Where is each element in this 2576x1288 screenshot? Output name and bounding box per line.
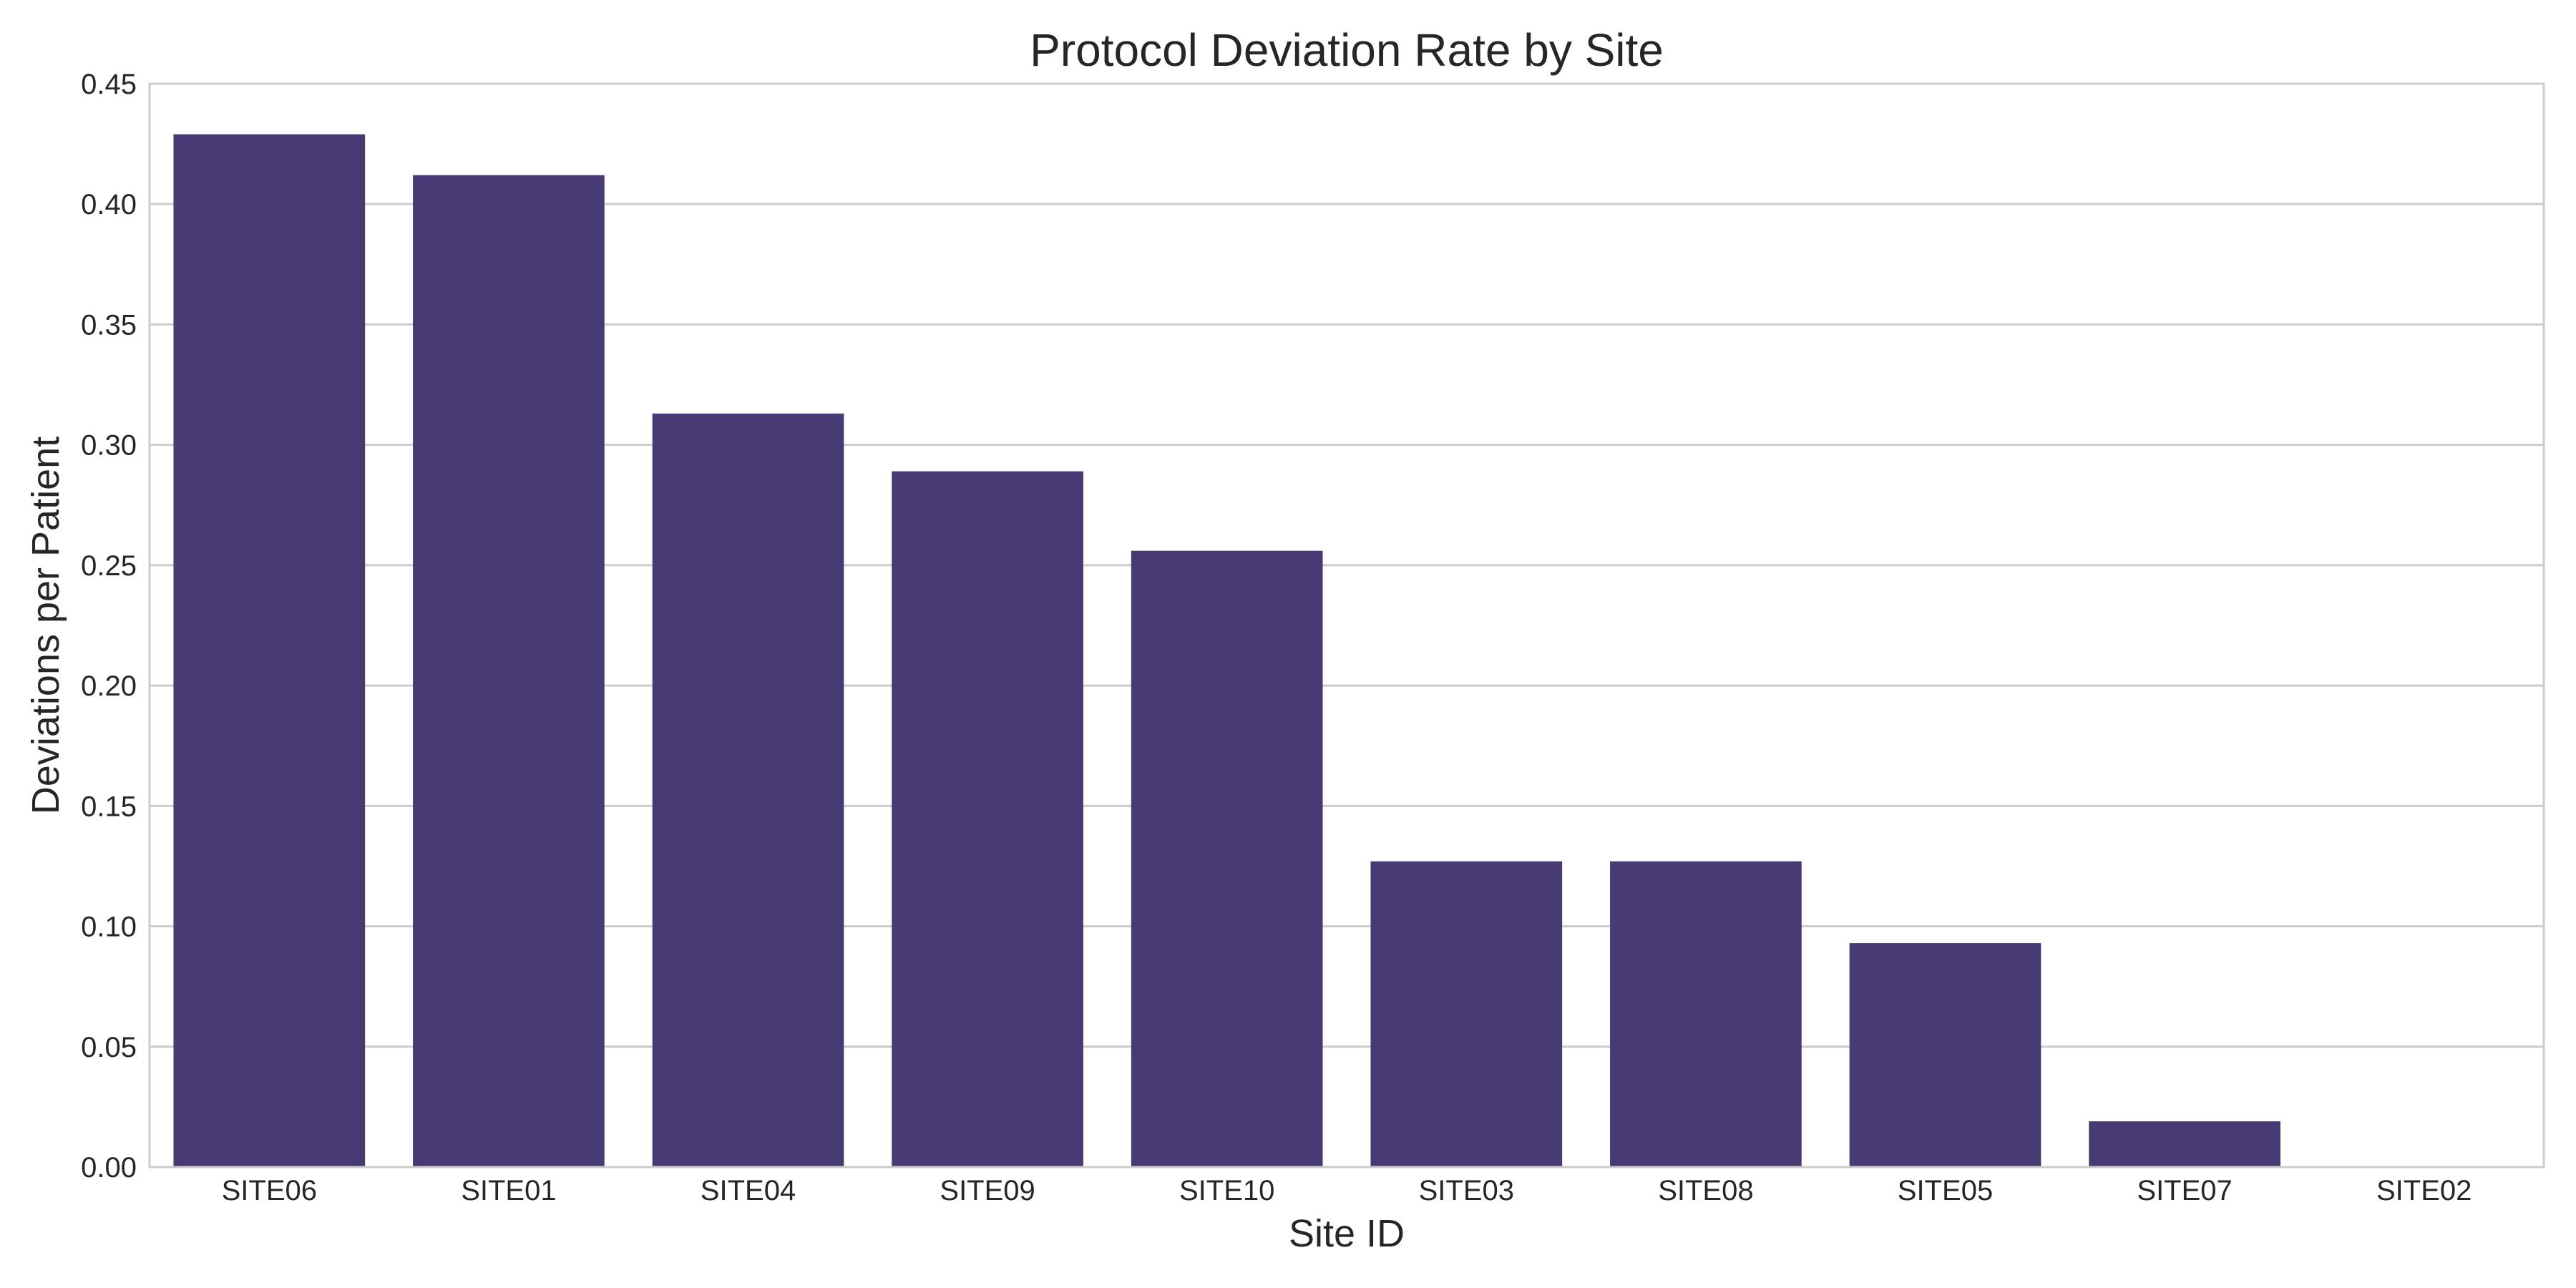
x-axis-label: Site ID xyxy=(1289,1212,1405,1255)
bars xyxy=(173,134,2280,1168)
x-tick-label: SITE06 xyxy=(222,1175,317,1206)
y-tick-label: 0.20 xyxy=(81,670,137,702)
x-tick-labels: SITE06 SITE01 SITE04 SITE09 SITE10 SITE03 SITE… xyxy=(222,1175,2472,1206)
x-tick-label: SITE10 xyxy=(1179,1175,1274,1206)
x-tick-label: SITE04 xyxy=(701,1175,796,1206)
x-tick-label: SITE05 xyxy=(1898,1175,1993,1206)
x-tick-label: SITE02 xyxy=(2376,1175,2472,1206)
bar xyxy=(1849,943,2041,1167)
y-tick-label: 0.35 xyxy=(81,309,137,341)
plot-frame xyxy=(148,82,2545,1169)
x-tick-label: SITE08 xyxy=(1658,1175,1753,1206)
bar xyxy=(1370,861,1563,1167)
y-axis-label: Deviations per Patient xyxy=(24,436,67,814)
y-tick-label: 0.45 xyxy=(81,69,137,100)
y-tick-label: 0.10 xyxy=(81,912,137,943)
y-tick-label: 0.00 xyxy=(81,1152,137,1184)
y-tick-label: 0.05 xyxy=(81,1032,137,1063)
y-tick-labels: 0.00 0.05 0.10 0.15 0.20 0.25 0.30 0.35 0.40 0.45 xyxy=(81,69,137,1184)
x-tick-label: SITE09 xyxy=(940,1175,1035,1206)
y-tick-label: 0.40 xyxy=(81,189,137,220)
y-tick-label: 0.15 xyxy=(81,791,137,822)
chart-title: Protocol Deviation Rate by Site xyxy=(1030,24,1664,76)
bar xyxy=(892,471,1083,1167)
bar xyxy=(2089,1121,2280,1167)
bar xyxy=(1131,550,1323,1167)
x-tick-label: SITE03 xyxy=(1419,1175,1514,1206)
x-tick-label: SITE01 xyxy=(461,1175,556,1206)
bar xyxy=(173,134,366,1168)
bar xyxy=(413,175,605,1168)
bar xyxy=(652,413,844,1167)
x-tick-label: SITE07 xyxy=(2137,1175,2232,1206)
y-tick-label: 0.25 xyxy=(81,550,137,582)
bar xyxy=(1610,861,1802,1167)
y-tick-label: 0.30 xyxy=(81,430,137,462)
